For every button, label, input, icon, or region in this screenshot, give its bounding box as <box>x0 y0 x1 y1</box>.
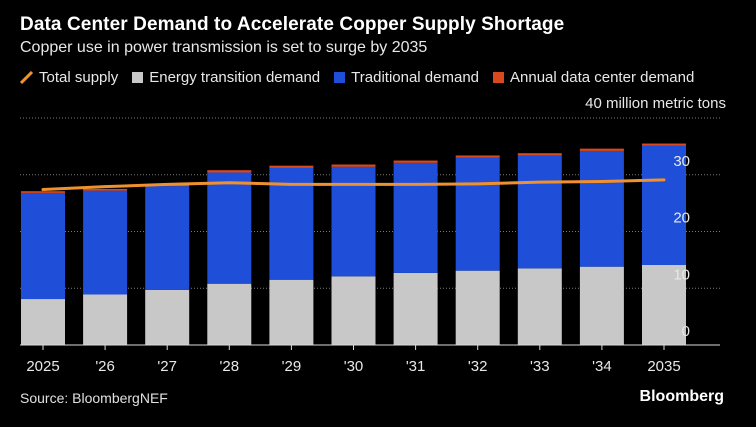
x-tick-label: '26 <box>95 358 115 375</box>
source-note: Source: BloombergNEF <box>20 390 168 406</box>
x-tick-label: '30 <box>344 358 364 375</box>
legend-item-total-supply: Total supply <box>20 69 118 86</box>
bar-segment <box>83 188 128 191</box>
bar-segment <box>642 145 686 265</box>
brand-logo: Bloomberg <box>639 388 724 405</box>
y-tick-label: 0 <box>682 323 690 340</box>
bar-segment <box>21 299 65 345</box>
legend-swatch <box>493 72 505 83</box>
x-tick-label: '33 <box>530 358 550 375</box>
x-tick-label: '32 <box>468 358 488 375</box>
x-tick-label: '29 <box>282 358 302 375</box>
y-tick-label: 10 <box>673 266 690 283</box>
bar-segment <box>207 170 252 173</box>
legend-swatch <box>334 72 346 83</box>
bar-segment <box>331 164 376 167</box>
bar-segment <box>207 283 252 345</box>
x-tick-label: '28 <box>220 358 240 375</box>
bar-segment <box>455 157 500 271</box>
bar-segment <box>455 270 500 345</box>
chart-title: Data Center Demand to Accelerate Copper … <box>20 14 565 35</box>
legend-item-data-center: Annual data center demand <box>493 69 694 86</box>
legend-item-traditional: Traditional demand <box>334 69 479 86</box>
bar-segment <box>393 162 438 273</box>
legend-label: Total supply <box>39 69 119 86</box>
chart-subtitle: Copper use in power transmission is set … <box>20 39 428 56</box>
bar-segment <box>455 155 500 158</box>
legend-label: Traditional demand <box>351 69 480 86</box>
bar-segment <box>642 264 686 345</box>
bar-segment <box>579 266 624 345</box>
line-icon <box>20 71 33 84</box>
bar-segment <box>269 167 314 280</box>
x-tick-label: '34 <box>592 358 612 375</box>
x-tick-label: '31 <box>406 358 426 375</box>
bar-segment <box>207 172 252 284</box>
total-supply-line <box>41 178 666 192</box>
bar-segment <box>145 186 190 290</box>
bar-segment <box>83 190 128 295</box>
legend-label: Annual data center demand <box>510 69 695 86</box>
bar-segment <box>517 155 562 269</box>
legend-swatch <box>132 72 144 83</box>
legend-label: Energy transition demand <box>149 69 321 86</box>
bar-segment <box>269 165 314 168</box>
y-axis-unit-label: 40 million metric tons <box>585 95 726 112</box>
bar-segment <box>145 289 190 345</box>
bar-segment <box>331 276 376 345</box>
bar-segment <box>517 268 562 345</box>
x-tick-label: 2035 <box>647 358 680 375</box>
legend: Total supply Energy transition demand Tr… <box>20 69 694 86</box>
y-tick-label: 20 <box>673 210 690 227</box>
bar-segment <box>579 148 624 151</box>
bar-segment <box>269 279 314 345</box>
y-tick-label: 30 <box>673 153 690 170</box>
legend-item-energy-transition: Energy transition demand <box>132 69 320 86</box>
x-tick-label: '27 <box>157 358 177 375</box>
bar-segment <box>393 272 438 345</box>
bar-segment <box>642 143 686 146</box>
bar-segment <box>393 160 438 163</box>
bar-segment <box>83 294 128 345</box>
x-tick-label: 2025 <box>26 358 59 375</box>
bar-segment <box>517 153 562 156</box>
bar-segment <box>579 150 624 267</box>
bar-segment <box>21 192 65 300</box>
bar-segment <box>21 191 65 193</box>
